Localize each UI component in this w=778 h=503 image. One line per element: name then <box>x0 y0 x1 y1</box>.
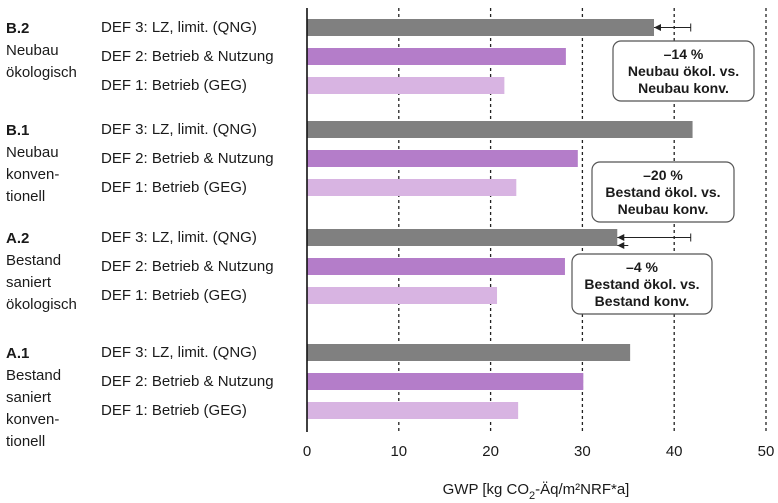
series-label-A.1-1: DEF 2: Betrieb & Nutzung <box>101 373 274 390</box>
group-name-B.1-0: Neubau <box>6 144 59 161</box>
series-label-B.1-1: DEF 2: Betrieb & Nutzung <box>101 150 274 167</box>
bar-B.2-2 <box>307 77 505 94</box>
bar-B.2-0 <box>307 19 655 36</box>
group-name-B.2-1: ökologisch <box>6 64 77 81</box>
series-label-B.2-1: DEF 2: Betrieb & Nutzung <box>101 48 274 65</box>
x-tick-30: 30 <box>574 443 591 460</box>
annotation-pct-1: –20 % <box>643 167 683 183</box>
x-tick-50: 50 <box>758 443 775 460</box>
series-label-B.2-0: DEF 3: LZ, limit. (QNG) <box>101 19 257 36</box>
group-name-A.2-0: Bestand <box>6 252 61 269</box>
series-label-B.1-2: DEF 1: Betrieb (GEG) <box>101 179 247 196</box>
series-label-A.1-0: DEF 3: LZ, limit. (QNG) <box>101 344 257 361</box>
bar-A.2-1 <box>307 258 565 275</box>
x-tick-0: 0 <box>303 443 311 460</box>
series-label-B.1-0: DEF 3: LZ, limit. (QNG) <box>101 121 257 138</box>
error-head-B.2 <box>654 24 662 31</box>
group-name-A.1-2: konven- <box>6 411 59 428</box>
bar-B.2-1 <box>307 48 566 65</box>
annotation-text-0-1: Neubau konv. <box>638 80 729 96</box>
group-id-B.2: B.2 <box>6 20 29 37</box>
bar-A.2-0 <box>307 229 618 246</box>
x-axis-label: GWP [kg CO2-Äq/m²NRF*a] <box>443 481 630 502</box>
annotation-box-1 <box>591 161 735 223</box>
group-id-B.1: B.1 <box>6 122 29 139</box>
x-tick-20: 20 <box>482 443 499 460</box>
error-head-mid-A.2 <box>617 242 625 249</box>
group-name-A.2-1: saniert <box>6 274 52 291</box>
x-axis-label-part-1: GWP [kg CO <box>443 481 529 498</box>
x-axis-label-part-3: -Äq/m²NRF*a] <box>535 481 629 498</box>
group-name-B.2-0: Neubau <box>6 42 59 59</box>
x-tick-40: 40 <box>666 443 683 460</box>
group-name-A.1-3: tionell <box>6 433 45 450</box>
bar-B.1-1 <box>307 150 578 167</box>
annotation-pct-0: –14 % <box>664 46 704 62</box>
group-id-A.1: A.1 <box>6 345 29 362</box>
annotation-text-2-0: Bestand ökol. vs. <box>584 276 699 292</box>
group-name-A.2-2: ökologisch <box>6 296 77 313</box>
annotation-text-1-1: Neubau konv. <box>618 201 709 217</box>
group-name-A.1-1: saniert <box>6 389 52 406</box>
group-name-B.1-2: tionell <box>6 188 45 205</box>
series-label-A.1-2: DEF 1: Betrieb (GEG) <box>101 402 247 419</box>
annotation-box-2 <box>571 253 713 315</box>
group-name-B.1-1: konven- <box>6 166 59 183</box>
group-name-A.1-0: Bestand <box>6 367 61 384</box>
annotation-text-0-0: Neubau ökol. vs. <box>628 63 739 79</box>
bar-A.1-0 <box>307 344 631 361</box>
bar-A.2-2 <box>307 287 498 304</box>
annotation-box-0 <box>612 40 755 102</box>
bar-A.1-1 <box>307 373 584 390</box>
group-id-A.2: A.2 <box>6 230 29 247</box>
series-label-A.2-0: DEF 3: LZ, limit. (QNG) <box>101 229 257 246</box>
series-label-A.2-2: DEF 1: Betrieb (GEG) <box>101 287 247 304</box>
x-axis-label-subscript: 2 <box>529 490 535 502</box>
annotation-text-2-1: Bestand konv. <box>595 293 690 309</box>
series-label-A.2-1: DEF 2: Betrieb & Nutzung <box>101 258 274 275</box>
bar-B.1-2 <box>307 179 517 196</box>
error-head-A.2 <box>617 234 625 241</box>
bar-B.1-0 <box>307 121 693 138</box>
bar-A.1-2 <box>307 402 519 419</box>
annotation-text-1-0: Bestand ökol. vs. <box>605 184 720 200</box>
annotation-pct-2: –4 % <box>626 259 658 275</box>
series-label-B.2-2: DEF 1: Betrieb (GEG) <box>101 77 247 94</box>
x-tick-10: 10 <box>390 443 407 460</box>
